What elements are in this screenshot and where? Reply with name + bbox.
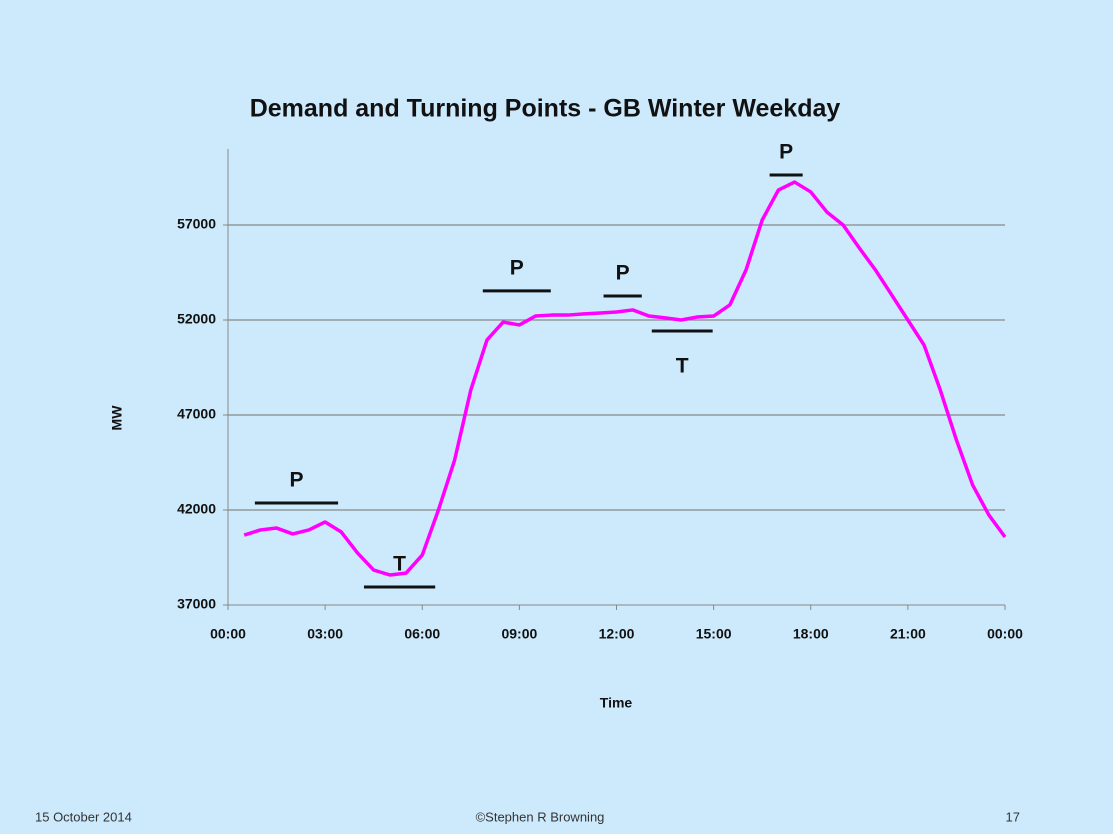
y-tick-label: 42000 xyxy=(177,501,216,517)
y-tick-label: 57000 xyxy=(177,216,216,232)
footer-page: 17 xyxy=(1006,809,1020,824)
x-tick-label: 06:00 xyxy=(404,626,440,642)
y-tick-label: 37000 xyxy=(177,596,216,612)
annotation-label: P xyxy=(510,256,524,279)
annotation-label: P xyxy=(779,141,793,164)
annotation-label: P xyxy=(616,262,630,285)
annotation-label: T xyxy=(393,552,406,575)
y-tick-label: 47000 xyxy=(177,406,216,422)
x-tick-label: 12:00 xyxy=(599,626,635,642)
chart-title: Demand and Turning Points - GB Winter We… xyxy=(250,95,841,123)
footer-date: 15 October 2014 xyxy=(35,809,132,824)
x-tick-label: 21:00 xyxy=(890,626,926,642)
x-tick-label: 03:00 xyxy=(307,626,343,642)
x-tick-label: 00:00 xyxy=(210,626,246,642)
footer-credit: ©Stephen R Browning xyxy=(476,809,605,824)
annotation-label: P xyxy=(289,469,303,492)
demand-line xyxy=(243,180,1007,577)
x-tick-label: 00:00 xyxy=(987,626,1023,642)
x-tick-label: 09:00 xyxy=(501,626,537,642)
y-axis-label: MW xyxy=(109,405,125,431)
x-axis-label: Time xyxy=(600,695,633,711)
annotation-label: T xyxy=(676,355,689,378)
x-tick-label: 18:00 xyxy=(793,626,829,642)
y-tick-label: 52000 xyxy=(177,311,216,327)
x-tick-label: 15:00 xyxy=(696,626,732,642)
